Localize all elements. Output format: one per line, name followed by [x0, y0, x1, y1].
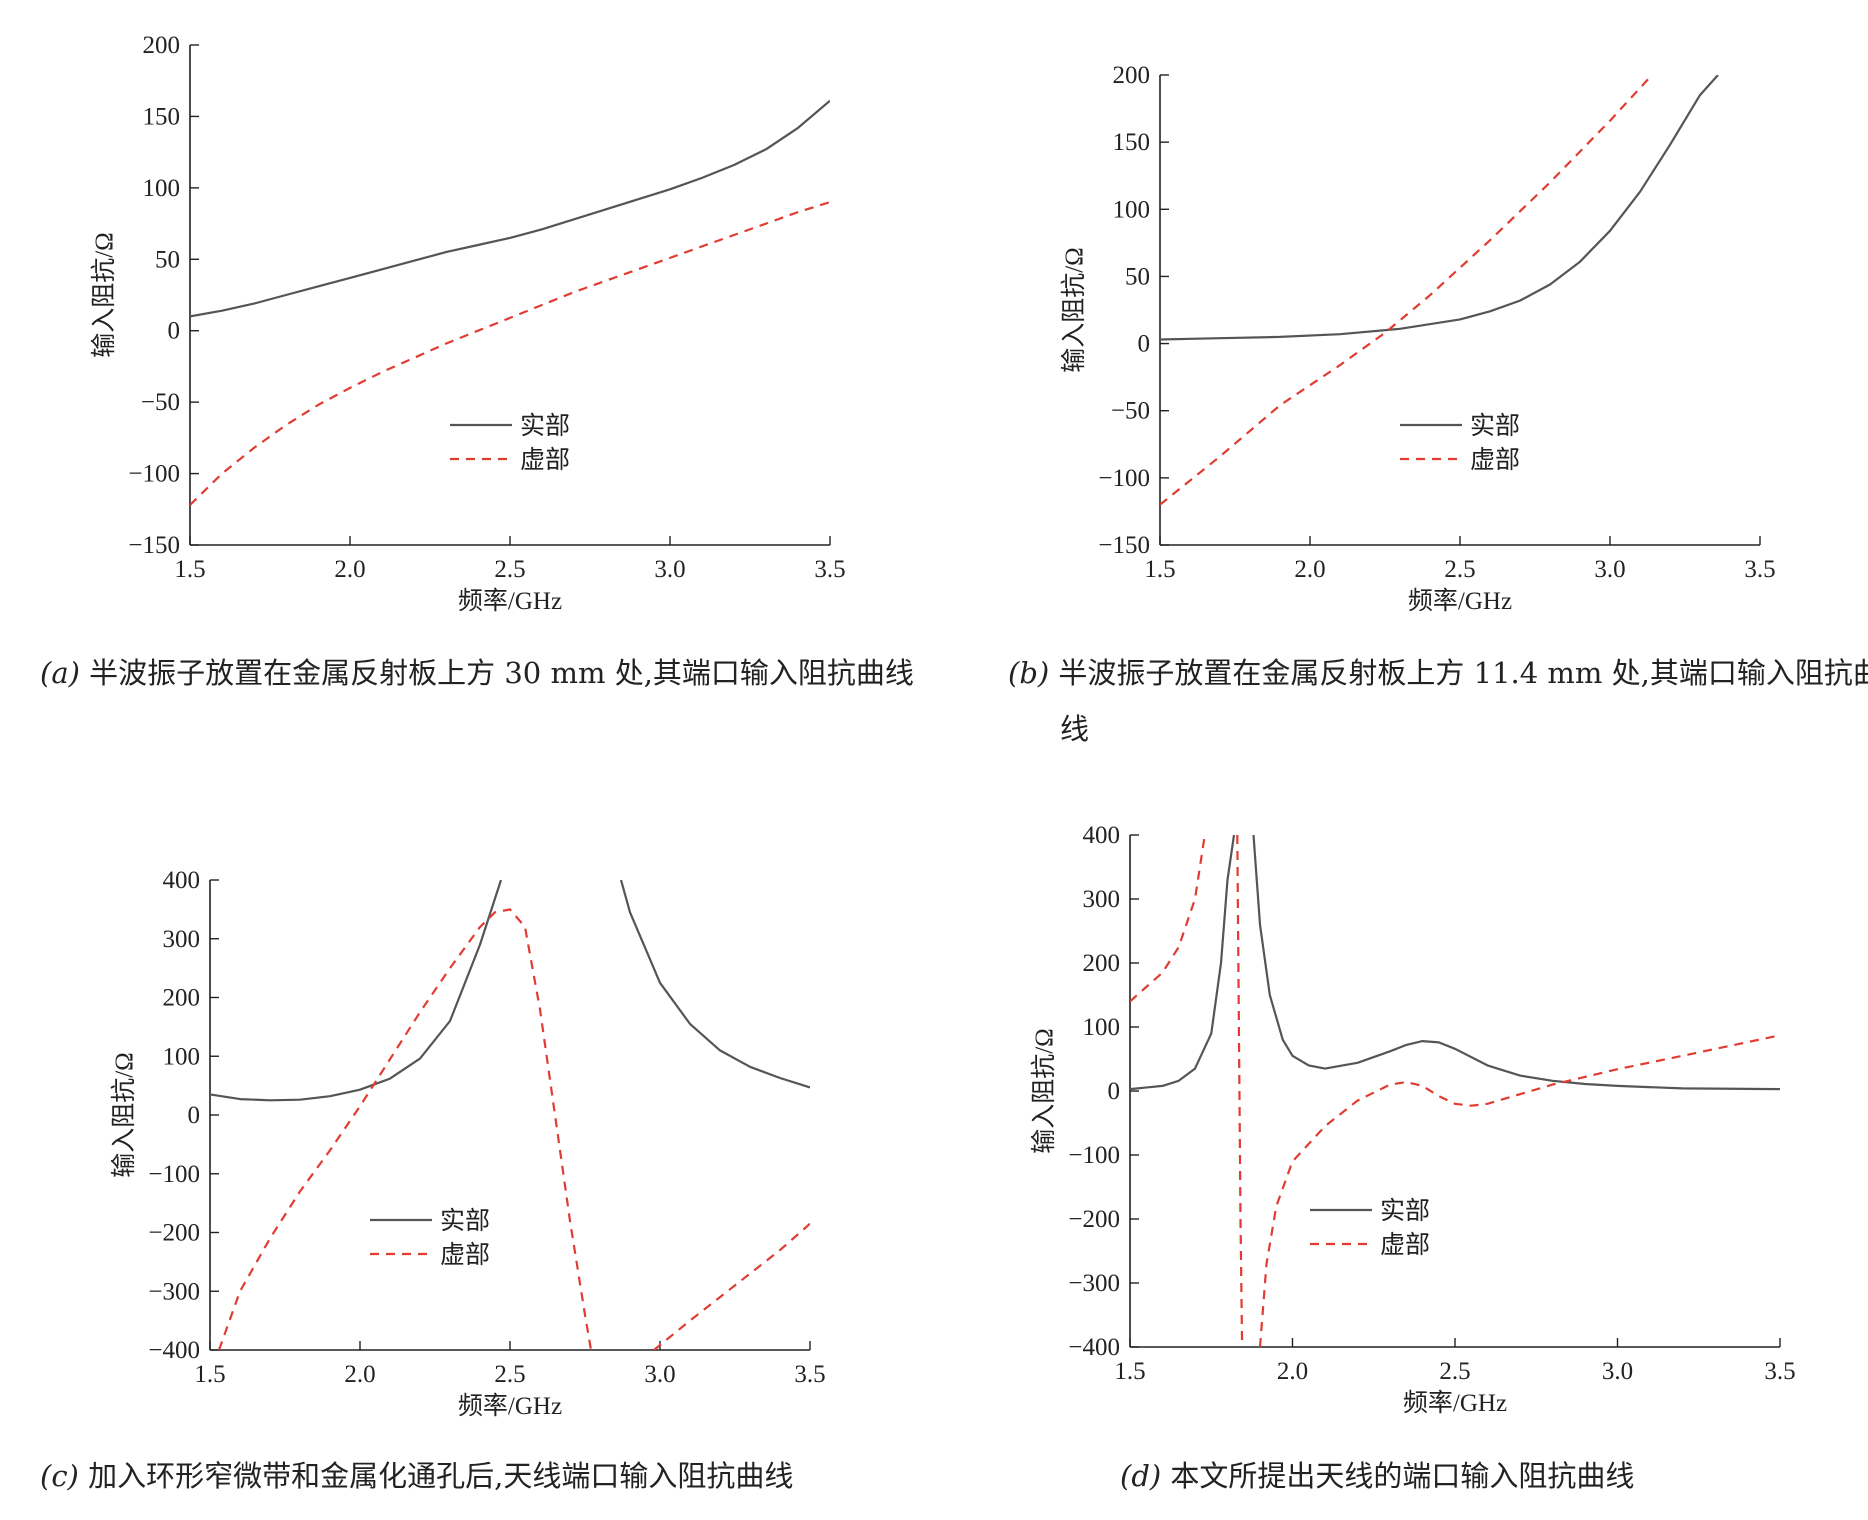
chart-d-x-tick-label: 2.5 — [1439, 1358, 1470, 1385]
caption-c-text: 加入环形窄微带和金属化通孔后,天线端口输入阻抗曲线 — [88, 1459, 794, 1493]
chart-c-x-tick-label: 2.5 — [494, 1361, 525, 1388]
chart-c-x-tick-label: 2.0 — [344, 1361, 375, 1388]
chart-c-legend-label: 虚部 — [440, 1240, 490, 1269]
chart-c-y-tick-label: 400 — [163, 867, 201, 894]
chart-a-y-tick-label: −150 — [128, 532, 180, 559]
chart-a-x-tick-label: 2.5 — [494, 556, 525, 583]
chart-a-y-tick-label: 100 — [143, 175, 181, 202]
chart-d-y-tick-label: 0 — [1108, 1078, 1121, 1105]
chart-b-y-tick-label: −150 — [1098, 532, 1150, 559]
chart-a-x-axis-title: 频率/GHz — [458, 587, 562, 615]
chart-c-series-real-line — [210, 880, 810, 1102]
chart-b-svg: 1.5 2.0 2.5 3.0 3.5 −150 −100 −50 0 50 100 150 200 频率… — [1060, 62, 1776, 615]
chart-c-x-tick-label: 3.5 — [794, 1361, 825, 1388]
chart-a-y-tick-label: 50 — [155, 246, 180, 273]
chart-a-series-real-line — [190, 99, 830, 318]
caption-d: (d) 本文所提出天线的端口输入阻抗曲线 — [1120, 1448, 1820, 1504]
chart-d-y-tick-label: 200 — [1083, 950, 1121, 977]
chart-a-y-tick-label: −100 — [128, 461, 180, 488]
chart-b-x-tick-label: 3.5 — [1744, 556, 1775, 583]
chart-c-y-axis-title: 输入阻抗/Ω — [110, 1052, 138, 1178]
chart-c-y-tick-label: 100 — [163, 1043, 201, 1070]
chart-b-x-axis-title: 频率/GHz — [1408, 587, 1512, 615]
chart-c-x-tick-label: 3.0 — [644, 1361, 675, 1388]
caption-a-text: 半波振子放置在金属反射板上方 30 mm 处,其端口输入阻抗曲线 — [89, 656, 914, 690]
chart-c-series-imag-line — [217, 908, 810, 1350]
chart-d-y-tick-label: 400 — [1083, 822, 1121, 849]
chart-b-series-imag-line — [1160, 75, 1653, 506]
chart-b-x-tick-label: 2.5 — [1444, 556, 1475, 583]
chart-d-series-imag-line — [1130, 835, 1780, 1347]
chart-d-y-tick-label: −300 — [1068, 1270, 1120, 1297]
caption-b-tag: (b) — [1008, 656, 1050, 690]
chart-b-y-axis-title: 输入阻抗/Ω — [1060, 247, 1088, 373]
chart-a-y-tick-label: 150 — [143, 103, 181, 130]
chart-b-y-tick-label: 0 — [1138, 331, 1151, 358]
chart-c-x-tick-label: 1.5 — [194, 1361, 225, 1388]
chart-c-y-tick-label: 200 — [163, 985, 201, 1012]
chart-a-x-tick-label: 1.5 — [174, 556, 205, 583]
chart-b-y-tick-label: −50 — [1111, 398, 1150, 425]
chart-d-legend-label: 虚部 — [1380, 1230, 1430, 1259]
chart-c-y-tick-label: −100 — [148, 1161, 200, 1188]
chart-b-x-tick-label: 2.0 — [1294, 556, 1325, 583]
chart-d-x-axis-title: 频率/GHz — [1403, 1389, 1507, 1417]
chart-c-y-tick-label: −400 — [148, 1337, 200, 1364]
chart-d-x-tick-label: 2.0 — [1277, 1358, 1308, 1385]
chart-b-y-tick-label: 150 — [1113, 129, 1151, 156]
caption-c: (c) 加入环形窄微带和金属化通孔后,天线端口输入阻抗曲线 — [40, 1448, 940, 1504]
chart-d-y-tick-label: −200 — [1068, 1206, 1120, 1233]
caption-c-tag: (c) — [40, 1459, 79, 1493]
chart-b-y-tick-label: 50 — [1125, 263, 1150, 290]
chart-b-legend-label: 虚部 — [1470, 445, 1520, 474]
chart-a-x-tick-label: 3.5 — [814, 556, 845, 583]
chart-a-svg: 1.5 2.0 2.5 3.0 3.5 −150 −100 −50 0 50 100 150 200 频率… — [90, 32, 846, 615]
chart-b-x-tick-label: 3.0 — [1594, 556, 1625, 583]
chart-b-y-tick-label: 200 — [1113, 62, 1151, 89]
chart-b-x-tick-label: 1.5 — [1144, 556, 1175, 583]
chart-panel-d: 1.5 2.0 2.5 3.0 3.5 −400 −300 −200 −100 0 100 200 30… — [1010, 820, 1810, 1430]
chart-b-y-tick-label: −100 — [1098, 465, 1150, 492]
chart-d-series-real-line — [1130, 835, 1780, 1091]
chart-a-y-tick-label: 0 — [168, 318, 181, 345]
chart-d-y-tick-label: 100 — [1083, 1014, 1121, 1041]
chart-b-y-tick-label: 100 — [1113, 196, 1151, 223]
chart-c-y-tick-label: −200 — [148, 1220, 200, 1247]
chart-a-x-tick-label: 2.0 — [334, 556, 365, 583]
chart-a-legend-label: 实部 — [520, 411, 570, 440]
chart-d-y-tick-label: −100 — [1068, 1142, 1120, 1169]
chart-d-legend-label: 实部 — [1380, 1196, 1430, 1225]
chart-c-legend-label: 实部 — [440, 1206, 490, 1235]
caption-a: (a) 半波振子放置在金属反射板上方 30 mm 处,其端口输入阻抗曲线 — [40, 645, 952, 701]
chart-d-y-axis-title: 输入阻抗/Ω — [1030, 1028, 1058, 1154]
chart-c-x-axis-title: 频率/GHz — [458, 1392, 562, 1420]
chart-c-svg: 1.5 2.0 2.5 3.0 3.5 −400 −300 −200 −100 0 100 200 30… — [110, 867, 826, 1420]
chart-b-series-real-line — [1160, 75, 1719, 341]
chart-d-x-tick-label: 1.5 — [1114, 1358, 1145, 1385]
chart-c-y-tick-label: −300 — [148, 1278, 200, 1305]
chart-panel-c: 1.5 2.0 2.5 3.0 3.5 −400 −300 −200 −100 0 100 200 30… — [80, 867, 860, 1430]
chart-d-svg: 1.5 2.0 2.5 3.0 3.5 −400 −300 −200 −100 0 100 200 30… — [1030, 822, 1796, 1417]
chart-a-legend-label: 虚部 — [520, 445, 570, 474]
chart-panel-b: 1.5 2.0 2.5 3.0 3.5 −150 −100 −50 0 50 100 150 200 频率… — [1010, 55, 1810, 625]
chart-d-x-tick-label: 3.5 — [1764, 1358, 1795, 1385]
chart-a-y-tick-label: −50 — [141, 389, 180, 416]
caption-b-text: 半波振子放置在金属反射板上方 11.4 mm 处,其端口输入阻抗曲线 — [1058, 656, 1868, 746]
caption-d-tag: (d) — [1120, 1459, 1162, 1493]
chart-d-x-tick-label: 3.0 — [1602, 1358, 1633, 1385]
chart-d-y-tick-label: 300 — [1083, 886, 1121, 913]
chart-c-y-tick-label: 300 — [163, 926, 201, 953]
chart-c-y-tick-label: 0 — [188, 1102, 201, 1129]
chart-d-y-tick-label: −400 — [1068, 1334, 1120, 1361]
caption-a-tag: (a) — [40, 656, 80, 690]
chart-a-series-imag-line — [190, 201, 830, 506]
chart-panel-a: 1.5 2.0 2.5 3.0 3.5 −150 −100 −50 0 50 100 150 200 频率… — [70, 20, 870, 620]
chart-a-y-axis-title: 输入阻抗/Ω — [90, 232, 118, 358]
chart-a-y-tick-label: 200 — [143, 32, 181, 59]
caption-b: (b) 半波振子放置在金属反射板上方 11.4 mm 处,其端口输入阻抗曲线 — [1008, 645, 1868, 757]
chart-a-x-tick-label: 3.0 — [654, 556, 685, 583]
chart-b-legend-label: 实部 — [1470, 411, 1520, 440]
caption-d-text: 本文所提出天线的端口输入阻抗曲线 — [1170, 1459, 1635, 1493]
